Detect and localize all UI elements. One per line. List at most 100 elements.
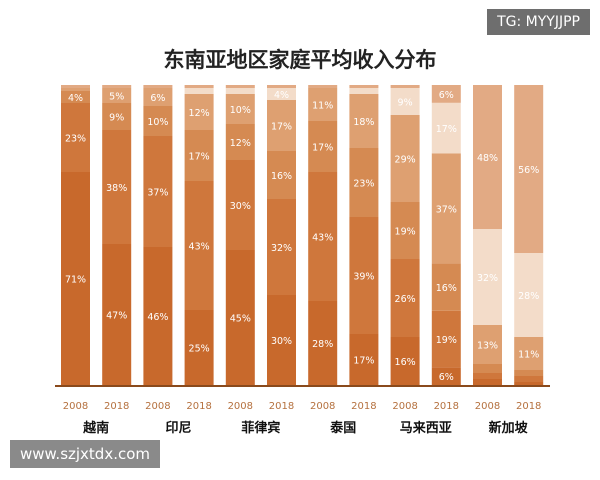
data-label: 6% xyxy=(150,93,165,104)
bar-segment xyxy=(431,310,461,368)
year-label: 2018 xyxy=(434,401,459,412)
bar-segment xyxy=(143,106,173,136)
bar-segment xyxy=(349,148,379,217)
data-label: 17% xyxy=(271,122,292,133)
bar-马来西亚-2018: 6% 19% 16% 37% 17% 6% xyxy=(431,85,461,385)
bar-segment xyxy=(267,151,296,199)
data-label: 32% xyxy=(271,243,292,254)
data-label: 16% xyxy=(436,283,457,294)
data-label: 32% xyxy=(477,273,498,284)
bar-segment xyxy=(61,103,90,172)
bar-印尼-2018: 25% 43% 17% 12% xyxy=(184,85,214,385)
bar-segment xyxy=(143,85,173,88)
bar-segment xyxy=(267,199,296,295)
year-label: 2008 xyxy=(63,401,88,412)
bar-segment xyxy=(431,367,461,385)
bar-segment xyxy=(184,85,214,88)
country-label: 新加坡 xyxy=(489,420,529,436)
country-label: 菲律宾 xyxy=(241,420,280,436)
data-label: 6% xyxy=(439,90,454,101)
bar-segment xyxy=(473,229,502,325)
year-label: 2008 xyxy=(475,401,500,412)
bar-segment xyxy=(431,153,461,264)
bar-segment xyxy=(514,337,544,370)
bar-segment xyxy=(143,88,173,106)
country-label: 越南 xyxy=(82,420,109,436)
data-label: 39% xyxy=(353,272,374,283)
bar-segment xyxy=(143,247,173,385)
data-label: 37% xyxy=(147,188,168,199)
data-label: 5% xyxy=(109,92,124,103)
data-label: 19% xyxy=(395,227,416,238)
data-label: 18% xyxy=(353,117,374,128)
data-label: 10% xyxy=(147,117,168,128)
data-label: 4% xyxy=(68,93,83,104)
year-label: 2008 xyxy=(392,401,417,412)
bar-segment xyxy=(184,310,214,385)
bar-segment xyxy=(514,376,544,382)
data-label: 28% xyxy=(518,291,539,302)
data-label: 71% xyxy=(65,275,86,286)
bar-segment xyxy=(225,160,255,250)
year-label: 2018 xyxy=(516,401,541,412)
data-label: 9% xyxy=(398,98,413,109)
year-label: 2018 xyxy=(351,401,376,412)
watermark-top: TG: MYYJJPP xyxy=(487,9,590,35)
data-label: 10% xyxy=(230,105,251,116)
data-label: 37% xyxy=(436,204,457,215)
bar-segment xyxy=(390,88,420,115)
data-label: 11% xyxy=(518,350,539,361)
data-label: 43% xyxy=(189,242,210,253)
data-label: 17% xyxy=(312,143,333,154)
data-label: 17% xyxy=(436,124,457,135)
data-label: 48% xyxy=(477,153,498,164)
bar-segment xyxy=(102,88,132,103)
year-label: 2008 xyxy=(228,401,253,412)
year-label: 2018 xyxy=(269,401,294,412)
bar-菲律宾-2018: 30% 32% 16% 17% 4% xyxy=(267,85,296,385)
bar-泰国-2008: 28% 43% 17% 11% xyxy=(308,85,338,385)
bar-segment xyxy=(308,88,338,121)
data-label: 6% xyxy=(439,372,454,383)
bar-segment xyxy=(473,325,502,364)
bar-segment xyxy=(349,94,379,148)
country-label: 印尼 xyxy=(165,421,191,436)
bar-新加坡-2018: 11% 28% 56% xyxy=(514,85,544,385)
bar-segment xyxy=(390,115,420,202)
bar-segment xyxy=(143,136,173,247)
data-label: 17% xyxy=(189,152,210,163)
bar-segment xyxy=(473,373,502,379)
bar-segment xyxy=(308,121,338,172)
bar-segment xyxy=(102,244,132,385)
bar-segment xyxy=(225,94,255,124)
bar-segment xyxy=(184,88,214,94)
data-label: 23% xyxy=(353,179,374,190)
watermark-bottom: www.szjxtdx.com xyxy=(10,440,161,468)
data-label: 26% xyxy=(395,294,416,305)
bar-印尼-2008: 46% 37% 10% 6% xyxy=(143,85,173,385)
bar-segment xyxy=(102,130,132,244)
data-label: 4% xyxy=(274,90,289,101)
data-label: 29% xyxy=(395,155,416,166)
data-label: 16% xyxy=(395,357,416,368)
bar-segment xyxy=(267,85,296,88)
data-label: 45% xyxy=(230,314,251,325)
bar-segment xyxy=(473,85,502,229)
data-label: 46% xyxy=(147,312,168,323)
bar-segment xyxy=(431,263,461,311)
bar-segment xyxy=(102,103,132,130)
bar-segment xyxy=(308,172,338,301)
bar-越南-2018: 47% 38% 9% 5% xyxy=(102,85,132,385)
bar-越南-2008: 71% 23% 4% xyxy=(61,85,90,385)
bar-segment xyxy=(390,337,420,385)
bar-segment xyxy=(267,100,296,151)
bar-segment xyxy=(431,102,461,154)
country-label: 马来西亚 xyxy=(400,420,452,436)
bar-segment xyxy=(61,88,90,91)
data-label: 16% xyxy=(271,171,292,182)
bar-segment xyxy=(225,85,255,88)
data-label: 12% xyxy=(189,108,210,119)
data-label: 47% xyxy=(106,311,127,322)
data-label: 19% xyxy=(436,335,457,346)
